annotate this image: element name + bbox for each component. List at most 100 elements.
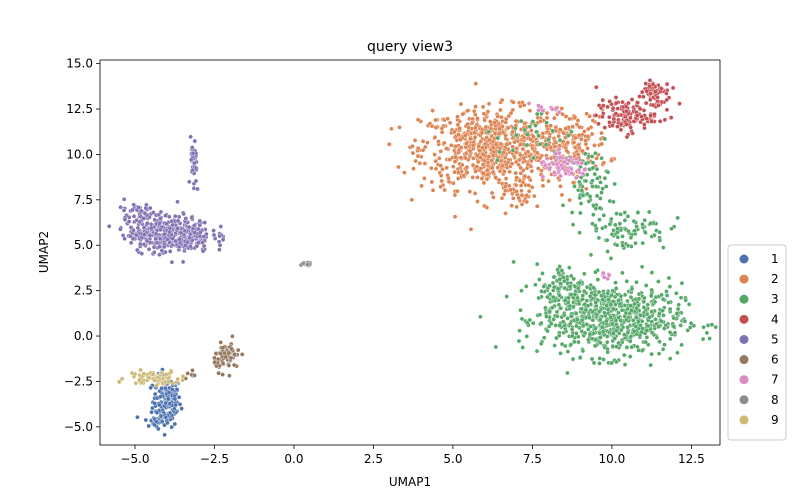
data-point <box>176 394 182 400</box>
data-point <box>605 290 611 296</box>
data-point <box>118 204 123 210</box>
data-point <box>682 318 688 324</box>
data-point <box>200 248 206 254</box>
data-point <box>187 235 192 241</box>
data-point <box>141 216 146 221</box>
data-point <box>625 214 631 219</box>
data-point <box>470 162 476 168</box>
data-point <box>573 145 578 150</box>
data-point <box>495 165 501 170</box>
data-point <box>581 322 586 328</box>
data-point <box>604 303 609 309</box>
data-point <box>607 114 612 120</box>
data-point <box>579 187 585 193</box>
data-point <box>186 224 192 230</box>
data-point <box>402 170 407 175</box>
data-point <box>494 157 500 163</box>
data-point <box>688 320 694 326</box>
data-point <box>640 221 645 227</box>
data-point <box>577 230 582 235</box>
data-point <box>218 351 223 356</box>
data-point <box>517 178 523 184</box>
data-point <box>463 155 468 161</box>
data-point <box>583 307 589 313</box>
data-point <box>582 167 587 172</box>
data-point <box>657 339 662 345</box>
data-point <box>577 179 582 185</box>
data-point <box>579 160 585 166</box>
data-point <box>626 100 631 106</box>
legend-marker-5 <box>739 334 749 344</box>
data-point <box>166 379 171 385</box>
data-point <box>642 295 647 301</box>
data-point <box>587 315 592 321</box>
data-point <box>564 148 570 154</box>
data-point <box>578 201 584 206</box>
data-point <box>590 178 595 183</box>
data-point <box>624 134 630 140</box>
data-point <box>152 378 157 383</box>
data-point <box>146 246 152 252</box>
data-point <box>586 199 592 204</box>
data-point <box>580 193 586 198</box>
data-point <box>661 245 666 250</box>
data-point <box>220 345 226 351</box>
data-point <box>133 232 139 238</box>
data-point <box>447 120 453 126</box>
data-point <box>180 259 186 265</box>
data-point <box>452 169 457 175</box>
data-point <box>593 269 598 275</box>
data-point <box>522 121 527 126</box>
data-point <box>547 309 553 314</box>
data-point <box>634 279 639 285</box>
data-point <box>622 210 628 215</box>
data-point <box>444 146 449 151</box>
data-point <box>540 271 545 276</box>
data-point <box>598 335 603 340</box>
y-tick-label: 10.0 <box>66 147 93 161</box>
data-point <box>453 144 459 149</box>
data-point <box>422 144 428 150</box>
data-point <box>627 338 633 344</box>
y-tick-label: 5.0 <box>74 238 93 252</box>
data-point <box>555 286 561 291</box>
data-point <box>485 109 491 114</box>
data-point <box>544 120 550 125</box>
data-point <box>609 231 615 237</box>
data-point <box>128 233 133 239</box>
data-point <box>487 119 493 124</box>
data-point <box>175 218 181 224</box>
data-point <box>675 215 681 221</box>
data-point <box>552 343 557 348</box>
data-point <box>601 212 607 218</box>
data-point <box>561 159 567 165</box>
data-point <box>211 228 216 233</box>
legend-marker-8 <box>739 395 749 405</box>
data-point <box>585 146 590 151</box>
data-point <box>596 235 602 241</box>
data-point <box>598 180 603 185</box>
data-point <box>145 220 150 226</box>
data-point <box>634 305 640 311</box>
data-point <box>456 132 461 137</box>
data-point <box>587 293 593 299</box>
data-point <box>557 323 562 328</box>
data-point <box>531 155 536 161</box>
data-point <box>513 118 519 124</box>
data-point <box>615 234 621 240</box>
data-point <box>212 355 217 361</box>
data-point <box>162 385 168 391</box>
data-point <box>669 226 674 231</box>
data-point <box>502 184 508 189</box>
data-point <box>430 108 435 113</box>
x-tick-label: 12.5 <box>678 452 705 466</box>
data-point <box>659 318 664 324</box>
data-point <box>557 264 562 269</box>
data-point <box>531 320 536 326</box>
legend-marker-9 <box>739 415 749 425</box>
data-point <box>586 337 591 343</box>
legend-label-6: 6 <box>771 353 779 367</box>
data-point <box>667 330 673 335</box>
data-point <box>575 152 581 157</box>
data-point <box>637 94 642 99</box>
